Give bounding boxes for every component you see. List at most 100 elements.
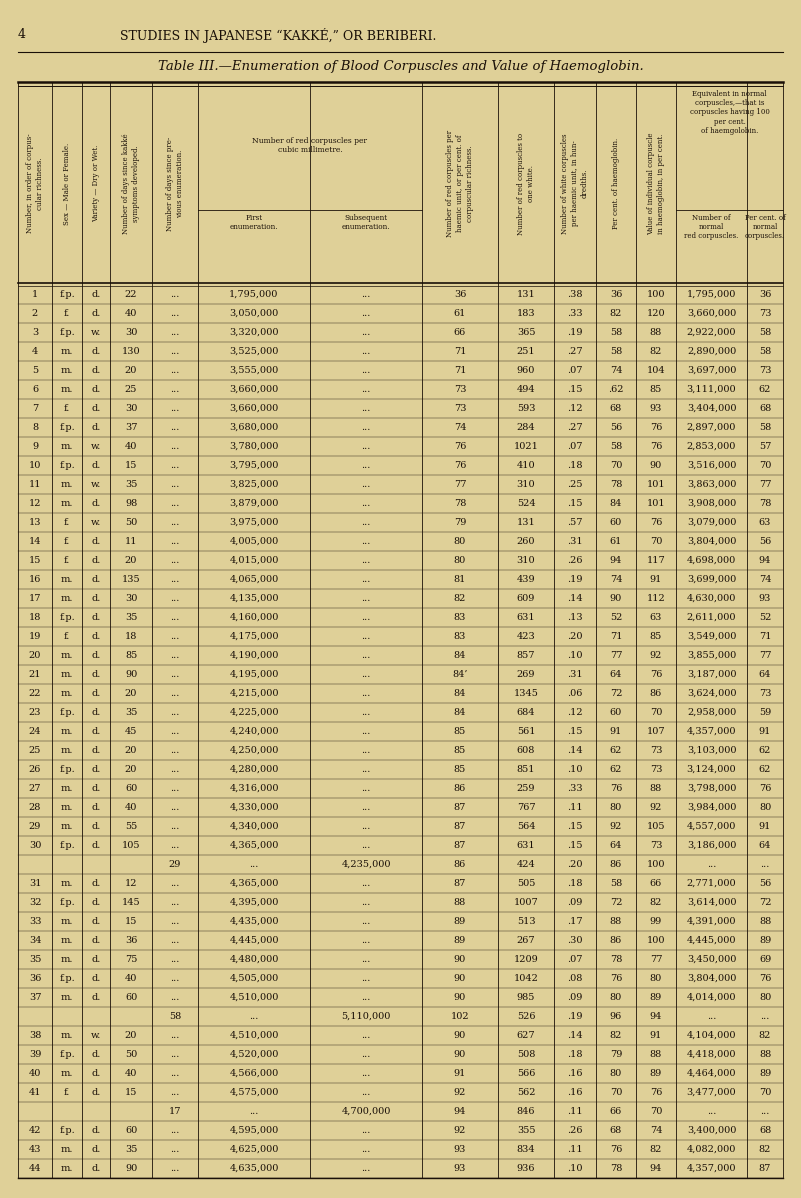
- Text: 4,365,000: 4,365,000: [229, 879, 279, 888]
- Text: 36: 36: [125, 936, 137, 945]
- Text: .14: .14: [567, 746, 583, 755]
- Text: ...: ...: [171, 290, 179, 300]
- Text: d.: d.: [91, 1164, 101, 1173]
- Text: 22: 22: [125, 290, 137, 300]
- Text: .15: .15: [567, 385, 583, 394]
- Text: 74: 74: [610, 367, 622, 375]
- Text: 44: 44: [29, 1164, 41, 1173]
- Text: 87: 87: [759, 1164, 771, 1173]
- Text: 4,566,000: 4,566,000: [229, 1069, 279, 1078]
- Text: 10: 10: [29, 461, 41, 470]
- Text: Value of individual corpuscle
in haemoglobin, in per cent.: Value of individual corpuscle in haemogl…: [647, 132, 665, 235]
- Text: 64: 64: [610, 841, 622, 851]
- Text: 85: 85: [125, 651, 137, 660]
- Text: 936: 936: [517, 1164, 535, 1173]
- Text: ...: ...: [361, 290, 371, 300]
- Text: ...: ...: [171, 309, 179, 317]
- Text: 85: 85: [454, 766, 466, 774]
- Text: 4,175,000: 4,175,000: [229, 633, 279, 641]
- Text: 3,798,000: 3,798,000: [686, 783, 736, 793]
- Text: 60: 60: [125, 1126, 137, 1135]
- Text: 92: 92: [610, 822, 622, 831]
- Text: 627: 627: [517, 1031, 535, 1040]
- Text: .31: .31: [567, 670, 583, 679]
- Text: 57: 57: [759, 442, 771, 450]
- Text: 8: 8: [32, 423, 38, 432]
- Text: 7: 7: [32, 404, 38, 413]
- Text: 4,510,000: 4,510,000: [229, 1031, 279, 1040]
- Text: d.: d.: [91, 594, 101, 603]
- Text: 3,660,000: 3,660,000: [229, 385, 279, 394]
- Text: Number of red corpuscles per
haemic unit, or per cent. of
corpuscular richness.: Number of red corpuscles per haemic unit…: [446, 129, 474, 237]
- Text: ...: ...: [171, 936, 179, 945]
- Text: 2,611,000: 2,611,000: [686, 613, 736, 622]
- Text: ...: ...: [361, 1088, 371, 1097]
- Text: 88: 88: [650, 783, 662, 793]
- Text: 15: 15: [125, 461, 137, 470]
- Text: 68: 68: [610, 1126, 622, 1135]
- Text: 2,922,000: 2,922,000: [686, 328, 736, 337]
- Text: 89: 89: [759, 1069, 771, 1078]
- Text: 5,110,000: 5,110,000: [341, 1012, 391, 1021]
- Text: 4,630,000: 4,630,000: [686, 594, 736, 603]
- Text: ...: ...: [361, 689, 371, 698]
- Text: Number of white corpuscles
per haemic unit, in hun-
dredths.: Number of white corpuscles per haemic un…: [562, 133, 589, 234]
- Text: ...: ...: [361, 1145, 371, 1154]
- Text: ...: ...: [361, 955, 371, 964]
- Text: 33: 33: [29, 916, 41, 926]
- Text: 58: 58: [759, 347, 771, 356]
- Text: .18: .18: [567, 879, 583, 888]
- Text: 90: 90: [125, 1164, 137, 1173]
- Text: 80: 80: [610, 803, 622, 812]
- Text: f.p.: f.p.: [59, 1049, 74, 1059]
- Text: 6: 6: [32, 385, 38, 394]
- Text: f.p.: f.p.: [59, 708, 74, 716]
- Text: 3,614,000: 3,614,000: [686, 898, 736, 907]
- Text: 16: 16: [29, 575, 41, 583]
- Text: 120: 120: [646, 309, 666, 317]
- Text: 3,660,000: 3,660,000: [687, 309, 736, 317]
- Text: 3,984,000: 3,984,000: [686, 803, 736, 812]
- Text: 3,516,000: 3,516,000: [686, 461, 736, 470]
- Text: 20: 20: [125, 766, 137, 774]
- Text: .19: .19: [567, 1012, 583, 1021]
- Text: ...: ...: [171, 1145, 179, 1154]
- Text: d.: d.: [91, 841, 101, 851]
- Text: ...: ...: [171, 537, 179, 546]
- Text: 4,595,000: 4,595,000: [229, 1126, 279, 1135]
- Text: 89: 89: [454, 916, 466, 926]
- Text: ...: ...: [249, 1107, 259, 1117]
- Text: 30: 30: [125, 594, 137, 603]
- Text: 76: 76: [610, 1145, 622, 1154]
- Text: d.: d.: [91, 367, 101, 375]
- Text: ...: ...: [171, 423, 179, 432]
- Text: 15: 15: [29, 556, 41, 565]
- Text: 100: 100: [646, 936, 666, 945]
- Text: ...: ...: [171, 1031, 179, 1040]
- Text: 82: 82: [759, 1031, 771, 1040]
- Text: 88: 88: [759, 1049, 771, 1059]
- Text: f.: f.: [64, 633, 70, 641]
- Text: 4,445,000: 4,445,000: [229, 936, 279, 945]
- Text: 960: 960: [517, 367, 535, 375]
- Text: d.: d.: [91, 500, 101, 508]
- Text: 31: 31: [29, 879, 41, 888]
- Text: 3,525,000: 3,525,000: [229, 347, 279, 356]
- Text: 524: 524: [517, 500, 535, 508]
- Text: d.: d.: [91, 461, 101, 470]
- Text: 284: 284: [517, 423, 535, 432]
- Text: 43: 43: [29, 1145, 41, 1154]
- Text: ...: ...: [171, 651, 179, 660]
- Text: .30: .30: [567, 936, 583, 945]
- Text: .17: .17: [567, 916, 583, 926]
- Text: 424: 424: [517, 860, 535, 869]
- Text: 70: 70: [759, 1088, 771, 1097]
- Text: 77: 77: [610, 651, 622, 660]
- Text: 60: 60: [125, 783, 137, 793]
- Text: ...: ...: [760, 860, 770, 869]
- Text: 59: 59: [759, 708, 771, 716]
- Text: 2,897,000: 2,897,000: [686, 423, 736, 432]
- Text: 564: 564: [517, 822, 535, 831]
- Text: d.: d.: [91, 689, 101, 698]
- Text: ...: ...: [171, 766, 179, 774]
